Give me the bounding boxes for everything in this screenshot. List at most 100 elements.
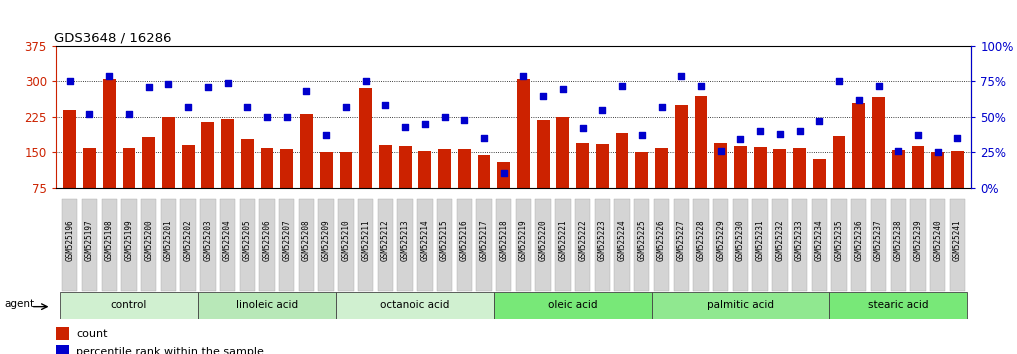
Text: GSM525221: GSM525221: [558, 219, 567, 261]
Text: GSM525238: GSM525238: [894, 219, 903, 261]
Point: [791, 128, 807, 134]
Bar: [675, 105, 687, 223]
Bar: [478, 155, 490, 223]
Text: GSM525196: GSM525196: [65, 219, 74, 261]
FancyBboxPatch shape: [198, 292, 336, 319]
FancyBboxPatch shape: [358, 199, 373, 291]
FancyBboxPatch shape: [673, 199, 689, 291]
Point: [279, 114, 295, 120]
Text: GSM525202: GSM525202: [184, 219, 192, 261]
Text: palmitic acid: palmitic acid: [707, 300, 774, 310]
Bar: [636, 152, 648, 223]
FancyBboxPatch shape: [536, 199, 551, 291]
FancyBboxPatch shape: [614, 199, 630, 291]
Point: [910, 132, 926, 138]
Text: GDS3648 / 16286: GDS3648 / 16286: [54, 32, 172, 45]
Bar: [340, 152, 352, 223]
Text: count: count: [76, 329, 108, 339]
FancyBboxPatch shape: [496, 199, 512, 291]
Text: GSM525212: GSM525212: [380, 219, 390, 261]
Bar: [103, 79, 116, 223]
Bar: [813, 159, 826, 223]
Text: GSM525224: GSM525224: [617, 219, 626, 261]
Text: GSM525218: GSM525218: [499, 219, 508, 261]
Point: [554, 86, 571, 91]
Point: [930, 149, 946, 155]
Text: GSM525203: GSM525203: [203, 219, 213, 261]
FancyBboxPatch shape: [713, 199, 728, 291]
Bar: [695, 96, 708, 223]
FancyBboxPatch shape: [812, 199, 827, 291]
FancyBboxPatch shape: [476, 199, 491, 291]
Text: GSM525228: GSM525228: [697, 219, 706, 261]
Text: GSM525215: GSM525215: [440, 219, 450, 261]
Bar: [793, 148, 806, 223]
Text: GSM525200: GSM525200: [144, 219, 154, 261]
Point: [594, 107, 610, 113]
FancyBboxPatch shape: [398, 199, 413, 291]
Text: stearic acid: stearic acid: [868, 300, 929, 310]
Point: [417, 121, 433, 127]
Bar: [911, 146, 924, 223]
Bar: [182, 145, 194, 223]
Point: [199, 84, 216, 90]
Point: [377, 103, 394, 108]
Point: [338, 104, 354, 110]
FancyBboxPatch shape: [161, 199, 176, 291]
Text: GSM525211: GSM525211: [361, 219, 370, 261]
FancyBboxPatch shape: [871, 199, 886, 291]
FancyBboxPatch shape: [652, 292, 829, 319]
Bar: [754, 147, 767, 223]
Text: GSM525219: GSM525219: [519, 219, 528, 261]
Text: GSM525237: GSM525237: [874, 219, 883, 261]
Bar: [714, 143, 727, 223]
Point: [358, 79, 374, 84]
Text: GSM525223: GSM525223: [598, 219, 607, 261]
Bar: [577, 143, 589, 223]
FancyBboxPatch shape: [457, 199, 472, 291]
Point: [121, 111, 137, 117]
FancyBboxPatch shape: [516, 199, 531, 291]
Text: GSM525213: GSM525213: [401, 219, 410, 261]
FancyBboxPatch shape: [339, 199, 354, 291]
Text: GSM525230: GSM525230: [736, 219, 744, 261]
Point: [713, 148, 729, 154]
Bar: [556, 117, 570, 223]
Text: percentile rank within the sample: percentile rank within the sample: [76, 347, 264, 354]
FancyBboxPatch shape: [575, 199, 590, 291]
Bar: [458, 149, 471, 223]
FancyBboxPatch shape: [259, 199, 275, 291]
Text: GSM525232: GSM525232: [775, 219, 784, 261]
Bar: [260, 148, 274, 223]
Text: GSM525229: GSM525229: [716, 219, 725, 261]
Text: GSM525225: GSM525225: [638, 219, 647, 261]
Text: GSM525236: GSM525236: [854, 219, 863, 261]
FancyBboxPatch shape: [635, 199, 650, 291]
Text: GSM525204: GSM525204: [223, 219, 232, 261]
FancyBboxPatch shape: [62, 199, 77, 291]
Point: [436, 114, 453, 120]
Bar: [655, 148, 668, 223]
Bar: [122, 148, 135, 223]
Text: GSM525235: GSM525235: [835, 219, 843, 261]
Bar: [63, 110, 76, 223]
FancyBboxPatch shape: [141, 199, 157, 291]
Text: GSM525216: GSM525216: [460, 219, 469, 261]
FancyBboxPatch shape: [81, 199, 98, 291]
FancyBboxPatch shape: [200, 199, 216, 291]
Bar: [892, 150, 905, 223]
Point: [575, 125, 591, 131]
FancyBboxPatch shape: [910, 199, 925, 291]
Text: GSM525240: GSM525240: [934, 219, 942, 261]
Bar: [932, 152, 944, 223]
Point: [850, 97, 866, 103]
Point: [516, 73, 532, 79]
Text: GSM525241: GSM525241: [953, 219, 962, 261]
Point: [180, 104, 196, 110]
Text: GSM525197: GSM525197: [85, 219, 94, 261]
FancyBboxPatch shape: [772, 199, 787, 291]
Point: [693, 83, 709, 88]
Point: [772, 131, 788, 137]
Bar: [83, 148, 96, 223]
Bar: [221, 119, 234, 223]
